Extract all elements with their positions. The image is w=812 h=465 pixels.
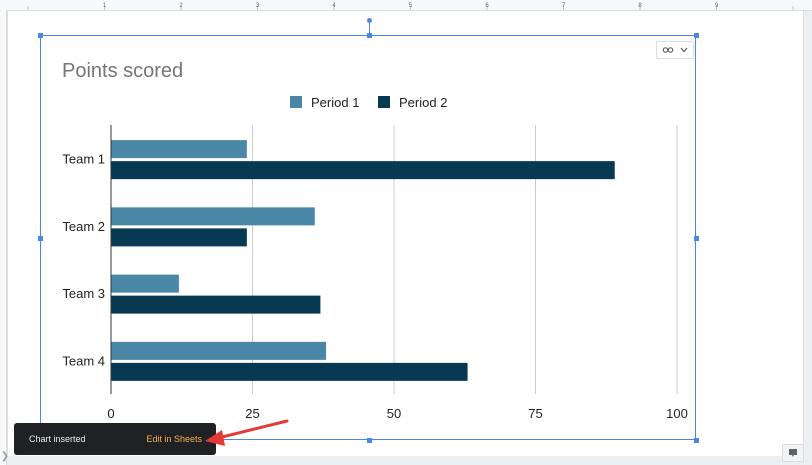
bar [111,207,315,226]
resize-handle-top[interactable] [367,33,372,38]
chevron-down-icon [680,47,688,53]
x-tick-label: 100 [666,406,688,421]
resize-handle-top-right[interactable] [694,33,699,38]
ruler-ticks: 1 2 3 4 5 6 7 8 9 [27,3,794,10]
resize-handle-right[interactable] [694,236,699,241]
ruler-tick-label: 5 [409,3,413,9]
rotation-handle[interactable] [367,18,372,23]
legend-label: Period 1 [311,95,359,110]
edit-in-sheets-link[interactable]: Edit in Sheets [146,434,202,444]
bar [111,295,321,314]
top-ruler[interactable]: 1 2 3 4 5 6 7 8 9 [0,0,812,11]
linked-chart-options-button[interactable] [656,41,694,59]
ruler-tick-label: 8 [638,3,642,9]
scroll-left-arrow-icon[interactable]: ❯ [0,451,10,462]
legend-label: Period 2 [399,95,447,110]
explore-button[interactable] [782,444,804,462]
left-ruler[interactable] [0,10,7,465]
chart-title: Points scored [62,60,183,82]
bar [111,161,615,180]
toast-message: Chart inserted [29,434,86,444]
y-category-label: Team 4 [62,353,105,368]
legend-swatch [378,96,390,108]
legend-swatch [290,96,302,108]
bar [111,274,179,293]
bar [111,228,247,247]
bar [111,140,247,159]
explore-icon [789,449,797,457]
link-icon [662,47,674,53]
ruler-tick-label: 7 [562,3,566,9]
resize-handle-bottom[interactable] [367,438,372,443]
x-tick-label: 50 [387,406,401,421]
ruler-tick-label: 3 [256,3,260,9]
resize-handle-top-left[interactable] [38,33,43,38]
bar [111,362,468,381]
x-tick-label: 75 [528,406,542,421]
ruler-tick-label: 9 [715,3,719,9]
y-category-label: Team 3 [62,286,105,301]
toast-notification: Chart inserted Edit in Sheets [14,423,216,455]
ruler-tick-label: 1 [103,3,107,9]
x-tick-label: 25 [245,406,259,421]
ruler-tick-label: 4 [332,3,336,9]
bar [111,341,327,360]
resize-handle-bottom-right[interactable] [694,438,699,443]
ruler-tick-label: 6 [485,3,489,9]
ruler-tick-label: 2 [179,3,183,9]
resize-handle-left[interactable] [38,236,43,241]
y-category-label: Team 1 [62,152,105,167]
rotation-handle-line [369,21,370,35]
y-category-label: Team 2 [62,219,105,234]
x-tick-label: 0 [107,406,114,421]
